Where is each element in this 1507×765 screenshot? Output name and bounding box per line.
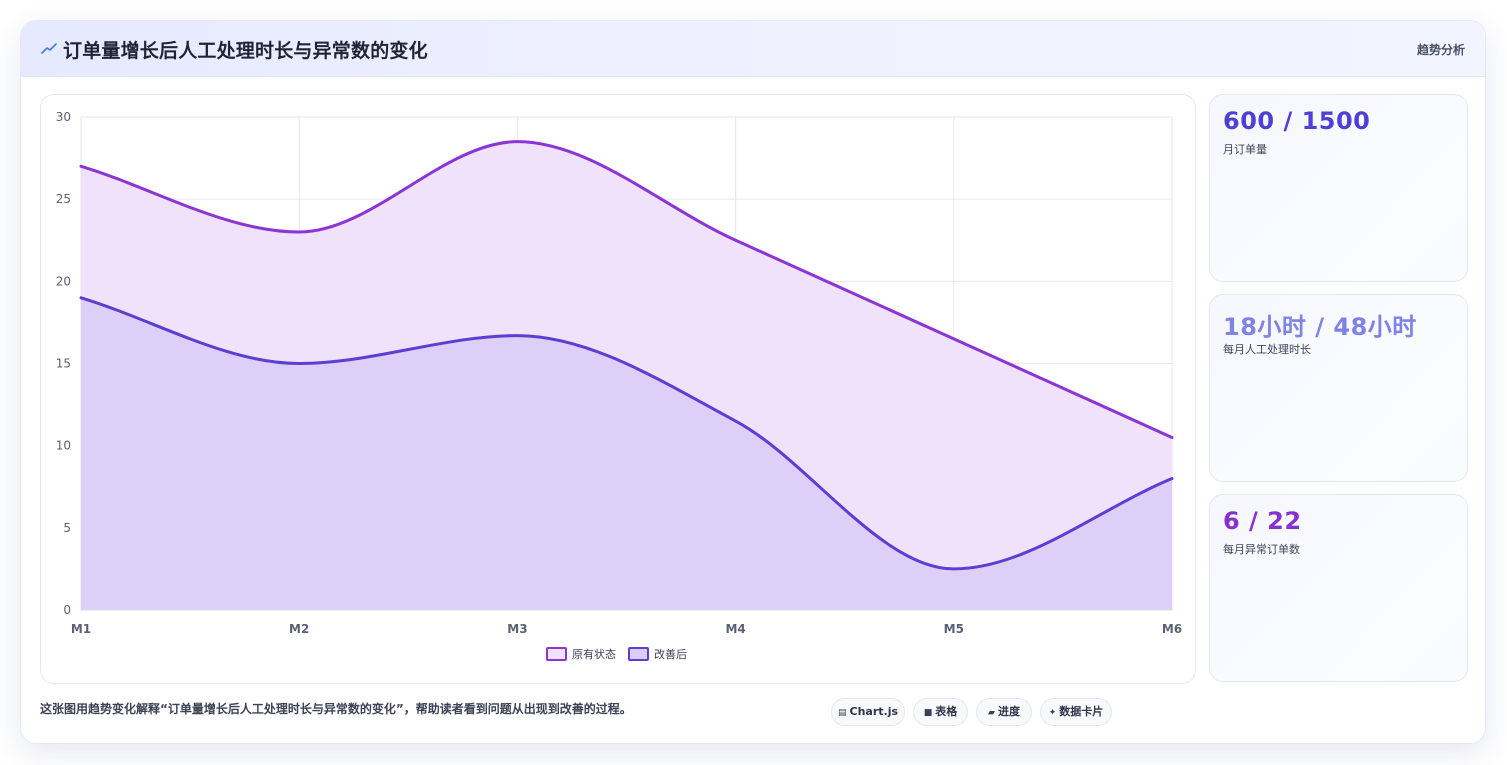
- x-tick-label: M5: [944, 622, 964, 636]
- progress-icon: ▰: [988, 708, 995, 718]
- stat-card-exceptions: 6 / 22 每月异常订单数: [1209, 494, 1468, 682]
- category-tag: 趋势分析: [1416, 43, 1465, 57]
- x-tick-label: M3: [507, 622, 527, 636]
- chip-chartjs[interactable]: ▤ Chart.js: [831, 698, 905, 726]
- y-tick-label: 25: [56, 192, 71, 206]
- chart-card: 0 5 10 15 20 25 30 M1 M2 M3 M4 M5 M6 原有状态 改善后: [40, 94, 1196, 684]
- stat-value: 18小时 / 48小时: [1223, 313, 1417, 341]
- series-line-2: [79, 296, 1174, 571]
- trend-line-icon: [41, 43, 57, 54]
- stat-card-hours: 18小时 / 48小时 每月人工处理时长: [1209, 294, 1468, 482]
- chip-progress[interactable]: ▰ 进度: [976, 698, 1032, 726]
- x-tick-label: M2: [289, 622, 309, 636]
- panel-header: 订单量增长后人工处理时长与异常数的变化 趋势分析: [21, 21, 1485, 77]
- y-tick-label: 30: [56, 110, 71, 124]
- y-tick-label: 10: [56, 439, 71, 453]
- stat-value: 6 / 22: [1223, 507, 1302, 535]
- table-icon: ■: [923, 708, 933, 718]
- stat-label: 每月异常订单数: [1223, 543, 1300, 556]
- chip-label: 进度: [997, 705, 1020, 718]
- chip-table[interactable]: ■ 表格: [913, 698, 968, 726]
- stat-card-orders: 600 / 1500 月订单量: [1209, 94, 1468, 282]
- chart-icon: ▤: [837, 708, 847, 718]
- series-line-1: [79, 140, 1174, 439]
- chip-label: Chart.js: [849, 705, 899, 718]
- legend-swatch: [546, 647, 567, 661]
- y-tick-label: 20: [56, 274, 71, 288]
- area-chart: 0 5 10 15 20 25 30 M1 M2 M3 M4 M5 M6 原有状态 改善后: [56, 110, 1182, 661]
- y-tick-label: 0: [63, 603, 71, 617]
- chip-label: 表格: [935, 705, 958, 718]
- legend-label: 原有状态: [572, 647, 616, 661]
- series-area-2: [81, 297, 1172, 610]
- page-title: 订单量增长后人工处理时长与异常数的变化: [63, 40, 428, 62]
- dashboard-panel: 订单量增长后人工处理时长与异常数的变化 趋势分析 0 5 10 15 20 25 30 M1 M…: [20, 20, 1486, 744]
- legend-label: 改善后: [654, 647, 687, 661]
- chart-description: 这张图用趋势变化解释“订单量增长后人工处理时长与异常数的变化”，帮助读者看到问题…: [40, 702, 632, 716]
- y-tick-label: 5: [63, 521, 71, 535]
- stat-label: 月订单量: [1223, 143, 1267, 156]
- chip-data-cards[interactable]: ✦ 数据卡片: [1040, 698, 1112, 726]
- legend-swatch: [628, 647, 649, 661]
- y-tick-label: 15: [56, 357, 71, 371]
- chip-label: 数据卡片: [1059, 705, 1104, 718]
- x-tick-label: M1: [71, 622, 91, 636]
- sparkle-icon: ✦: [1048, 708, 1057, 718]
- stat-value: 600 / 1500: [1223, 107, 1371, 135]
- x-tick-label: M4: [725, 622, 745, 636]
- x-tick-label: M6: [1162, 622, 1182, 636]
- stat-label: 每月人工处理时长: [1223, 343, 1311, 356]
